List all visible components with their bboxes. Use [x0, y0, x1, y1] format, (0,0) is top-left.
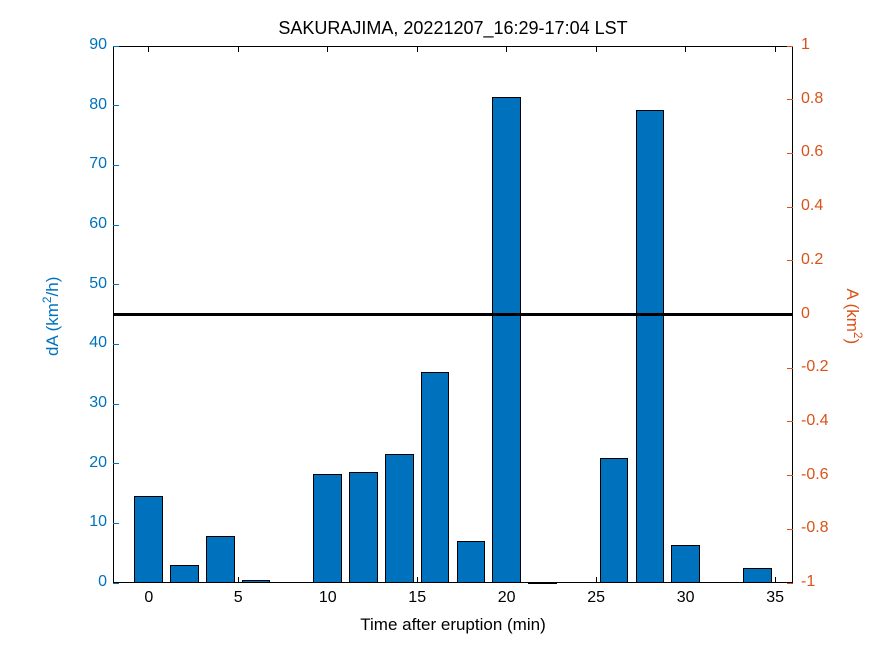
x-tick-label: 0 [129, 589, 169, 607]
y-left-tick-label: 40 [69, 334, 107, 352]
x-tick-label: 30 [666, 589, 706, 607]
zero-line [113, 313, 793, 316]
bar [636, 110, 665, 583]
y-right-tick-label: -0.6 [801, 466, 851, 484]
y-right-tick-label: -0.2 [801, 358, 851, 376]
x-tick-mark [327, 46, 328, 52]
bar [528, 582, 557, 584]
bar [457, 541, 486, 583]
y-left-tick-label: 80 [69, 96, 107, 114]
y-left-tick-label: 20 [69, 454, 107, 472]
x-axis-label: Time after eruption (min) [113, 615, 793, 635]
bar [349, 472, 378, 583]
y-right-tick-mark [787, 368, 793, 369]
y-right-tick-label: -0.4 [801, 412, 851, 430]
x-tick-mark [148, 46, 149, 52]
x-tick-label: 20 [487, 589, 527, 607]
x-tick-label: 25 [576, 589, 616, 607]
y-axis-left-label: dA (km2/h) [40, 47, 63, 584]
y-right-tick-mark [787, 207, 793, 208]
bar [313, 474, 342, 583]
y-left-tick-mark [113, 105, 119, 106]
y-right-tick-label: 0.2 [801, 251, 851, 269]
y-right-tick-label: 0.6 [801, 143, 851, 161]
chart-container: SAKURAJIMA, 20221207_16:29-17:04 LST dA … [0, 0, 875, 656]
y-right-tick-mark [787, 475, 793, 476]
y-right-tick-mark [787, 583, 793, 584]
x-tick-mark [685, 46, 686, 52]
y-left-tick-label: 30 [69, 394, 107, 412]
x-tick-mark [238, 577, 239, 583]
x-tick-mark [417, 577, 418, 583]
y-left-tick-label: 0 [69, 573, 107, 591]
y-right-tick-mark [787, 46, 793, 47]
y-right-tick-label: 0.8 [801, 90, 851, 108]
bar [492, 97, 521, 583]
bar [206, 536, 235, 583]
y-left-tick-label: 60 [69, 215, 107, 233]
bar [421, 372, 450, 583]
x-tick-label: 15 [397, 589, 437, 607]
bar [600, 458, 629, 583]
y-left-tick-mark [113, 165, 119, 166]
x-tick-label: 5 [218, 589, 258, 607]
bar [242, 580, 271, 583]
x-tick-mark [238, 46, 239, 52]
chart-title: SAKURAJIMA, 20221207_16:29-17:04 LST [113, 18, 793, 39]
x-tick-mark [775, 577, 776, 583]
bar [170, 565, 199, 583]
y-right-tick-label: 0 [801, 305, 851, 323]
y-left-tick-label: 70 [69, 155, 107, 173]
y-right-tick-mark [787, 421, 793, 422]
y-left-tick-label: 50 [69, 275, 107, 293]
y-right-tick-mark [787, 153, 793, 154]
y-left-tick-mark [113, 344, 119, 345]
bar [671, 545, 700, 583]
y-right-tick-label: -1 [801, 573, 851, 591]
y-right-tick-mark [787, 99, 793, 100]
y-left-tick-mark [113, 404, 119, 405]
y-left-tick-mark [113, 225, 119, 226]
y-left-tick-label: 10 [69, 513, 107, 531]
x-tick-mark [596, 577, 597, 583]
x-tick-mark [775, 46, 776, 52]
x-tick-label: 10 [308, 589, 348, 607]
y-left-tick-mark [113, 46, 119, 47]
y-left-tick-mark [113, 583, 119, 584]
y-right-tick-label: -0.8 [801, 519, 851, 537]
bar [385, 454, 414, 583]
x-tick-mark [596, 46, 597, 52]
x-tick-mark [417, 46, 418, 52]
x-tick-mark [506, 46, 507, 52]
y-left-tick-mark [113, 284, 119, 285]
y-right-tick-label: 1 [801, 36, 851, 54]
x-tick-label: 35 [755, 589, 795, 607]
y-left-tick-mark [113, 463, 119, 464]
bar [134, 496, 163, 583]
y-left-tick-mark [113, 523, 119, 524]
y-left-tick-label: 90 [69, 36, 107, 54]
y-right-tick-label: 0.4 [801, 197, 851, 215]
y-right-tick-mark [787, 260, 793, 261]
bar [743, 568, 772, 583]
y-right-tick-mark [787, 529, 793, 530]
